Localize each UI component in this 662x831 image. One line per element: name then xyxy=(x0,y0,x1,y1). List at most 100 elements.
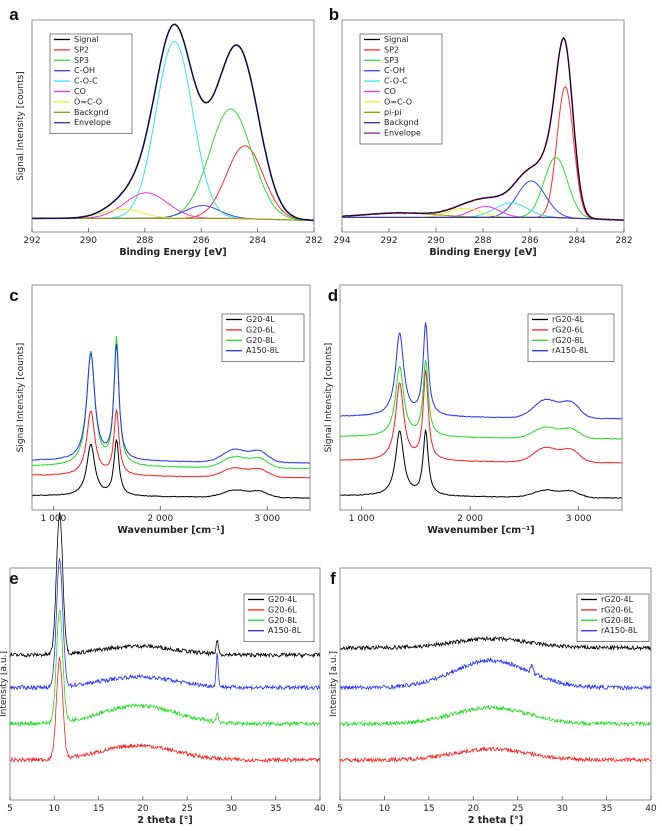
x-tick-label: 286 xyxy=(193,236,210,246)
x-tick-label: 15 xyxy=(423,804,434,814)
y-axis-label: Signal Intensity [counts] xyxy=(16,343,26,453)
series-line-ra150-8l xyxy=(339,322,623,420)
component-sp3 xyxy=(342,156,625,221)
legend-entry: CO xyxy=(384,87,396,96)
background-line xyxy=(32,217,314,221)
legend-entry: G20-6L xyxy=(268,605,297,614)
legend-entry: rA150-8L xyxy=(552,346,589,355)
x-tick-label: 1 000 xyxy=(349,514,375,524)
legend-entry: SP2 xyxy=(384,45,399,54)
series-line-g20-6l xyxy=(31,409,311,479)
series-line-ra150-8l xyxy=(339,657,652,691)
x-tick-label: 30 xyxy=(226,804,238,814)
legend-entry: Envelope xyxy=(74,118,111,127)
legend-box xyxy=(527,313,615,362)
legend-box xyxy=(576,593,650,642)
x-tick-label: 284 xyxy=(249,236,266,246)
legend-entry: Envelope xyxy=(384,129,421,138)
series-line-a150-8l xyxy=(31,343,311,464)
y-axis-label: Intensity [a.u.] xyxy=(0,651,9,717)
plot-frame xyxy=(339,567,652,801)
x-axis-label: 2 theta [°] xyxy=(137,815,192,826)
x-tick-label: 290 xyxy=(427,236,444,246)
series-line-a150-8l xyxy=(9,558,321,692)
x-tick-label: 2 000 xyxy=(147,514,173,524)
legend-entry: SP3 xyxy=(74,56,89,65)
legend-entry: G20-6L xyxy=(246,325,275,334)
legend-entry: G20-4L xyxy=(246,315,275,324)
legend-entry: rG20-4L xyxy=(601,595,634,604)
series-line-rg20-4l xyxy=(339,429,622,499)
x-tick-label: 30 xyxy=(556,804,568,814)
component-co xyxy=(32,192,314,221)
series-line-rg20-8l xyxy=(339,704,652,728)
legend-entry: rG20-8L xyxy=(601,616,634,625)
component-sp2 xyxy=(32,145,315,221)
x-tick-label: 40 xyxy=(645,804,657,814)
legend-entry: G20-8L xyxy=(268,616,297,625)
legend-entry: O=C-O xyxy=(384,97,412,106)
signal-line xyxy=(341,37,625,221)
legend-entry: C-OH xyxy=(384,66,405,75)
series-line-rg20-6l xyxy=(339,746,652,763)
x-tick-label: 35 xyxy=(270,804,281,814)
chart-panel-f: 5 10 15 20 25 30 35 40 2 theta [°] Intensity [a.u… xyxy=(329,567,657,826)
chart-panel-b: 294 292 290 288 286 284 282 Binding Energy [eV]… xyxy=(329,5,633,258)
legend-entry: SP3 xyxy=(384,56,399,65)
y-axis-label: Intensity [a.u.] xyxy=(329,651,339,717)
legend-entry: pi-pi xyxy=(384,108,402,117)
panel-label: c xyxy=(9,286,18,305)
chart-panel-c: 1 000 2 000 3 000 Wavenumber [cm⁻¹] Signal I… xyxy=(9,284,311,536)
x-tick-label: 288 xyxy=(474,236,491,246)
x-axis-label: 2 theta [°] xyxy=(468,815,523,826)
x-tick-label: 1 000 xyxy=(41,514,67,524)
legend-box xyxy=(49,33,133,134)
y-axis-label: Signal Intensity [counts] xyxy=(324,343,334,453)
legend-box xyxy=(243,593,315,642)
x-tick-label: 282 xyxy=(615,236,632,246)
legend-entry: C-O-C xyxy=(384,77,408,86)
plot-frame xyxy=(9,567,321,801)
plot-frame xyxy=(31,284,311,511)
x-tick-label: 284 xyxy=(568,236,585,246)
x-axis-label: Binding Energy [eV] xyxy=(119,247,226,258)
legend-entry: rG20-6L xyxy=(552,325,585,334)
panel-label: b xyxy=(329,5,339,24)
x-tick-label: 292 xyxy=(380,236,397,246)
signal-line xyxy=(31,23,315,221)
legend-entry: Signal xyxy=(384,35,409,44)
panel-label: d xyxy=(328,286,338,305)
x-tick-label: 20 xyxy=(468,804,480,814)
series-line-rg20-8l xyxy=(339,359,623,440)
legend-entry: Backgnd xyxy=(384,118,419,127)
x-axis-label: Wavenumber [cm⁻¹] xyxy=(117,525,224,536)
legend-entry: CO xyxy=(74,87,86,96)
x-axis-label: Wavenumber [cm⁻¹] xyxy=(427,525,534,536)
series-line-g20-8l xyxy=(9,610,321,728)
x-tick-label: 292 xyxy=(23,236,40,246)
series-line-g20-6l xyxy=(9,657,321,763)
legend-entry: C-OH xyxy=(74,66,95,75)
legend-entry: rG20-8L xyxy=(552,336,585,345)
series-line-g20-4l xyxy=(9,511,321,659)
series-line-g20-8l xyxy=(31,336,311,470)
legend-entry: Signal xyxy=(74,35,99,44)
panel-label: f xyxy=(330,569,336,588)
plot-frame xyxy=(339,284,623,511)
legend-entry: G20-4L xyxy=(268,595,297,604)
legend-entry: O=C-O xyxy=(74,97,102,106)
legend-entry: A150-8L xyxy=(246,346,280,355)
legend-entry: rG20-6L xyxy=(601,605,634,614)
x-tick-label: 5 xyxy=(337,804,343,814)
plot-frame xyxy=(31,19,315,233)
background-line xyxy=(342,216,625,221)
x-tick-label: 25 xyxy=(512,804,523,814)
x-tick-label: 10 xyxy=(379,804,391,814)
panel-label: a xyxy=(9,5,19,24)
x-tick-label: 282 xyxy=(305,236,322,246)
x-axis-label: Binding Energy [eV] xyxy=(429,247,536,258)
legend-entry: C-O-C xyxy=(74,77,98,86)
x-tick-label: 25 xyxy=(181,804,192,814)
x-tick-label: 294 xyxy=(333,236,350,246)
